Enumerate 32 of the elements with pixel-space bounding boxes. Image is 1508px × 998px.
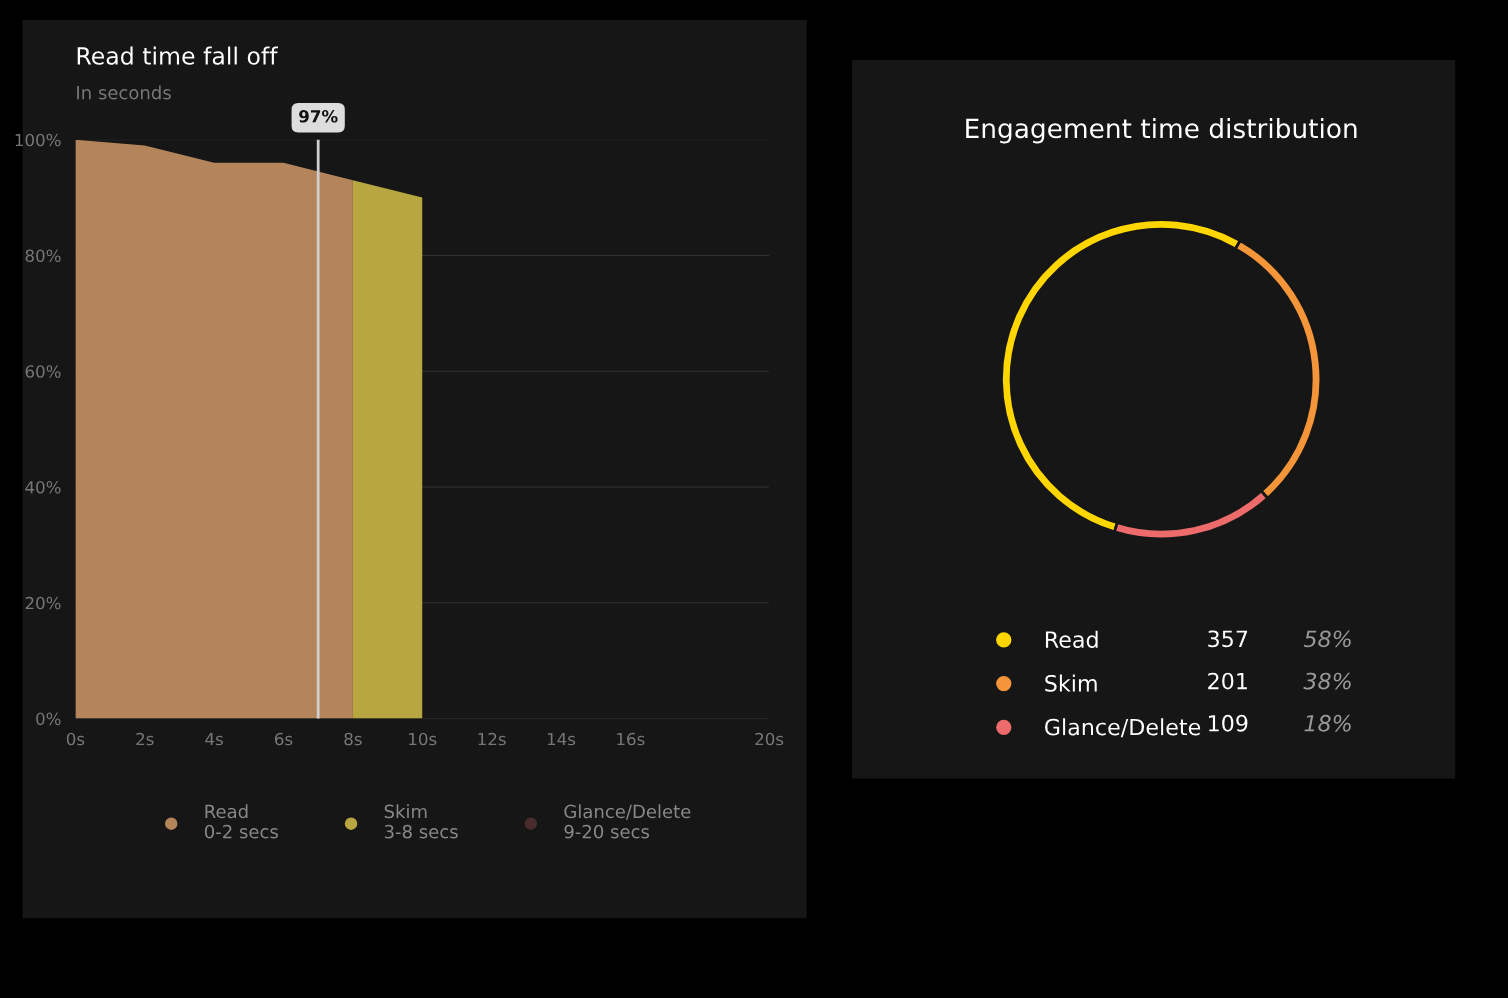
x-tick-label: 20s bbox=[755, 732, 784, 746]
y-tick-label: 0% bbox=[36, 712, 61, 726]
x-tick-label: 16s bbox=[617, 732, 645, 746]
chart-title: Read time fall off bbox=[77, 46, 279, 65]
x-tick-label: 14s bbox=[547, 732, 576, 746]
y-tick-label: 60% bbox=[25, 365, 61, 378]
x-tick-label: 0s bbox=[66, 732, 85, 746]
x-tick-label: 2s bbox=[136, 732, 154, 746]
x-tick-label: 6s bbox=[275, 732, 293, 746]
chart-subtitle: In seconds bbox=[77, 85, 171, 100]
y-tick-label: 20% bbox=[25, 596, 61, 610]
legend-label: Read bbox=[1045, 630, 1098, 648]
x-tick-label: 8s bbox=[344, 732, 362, 746]
data-label: 109 bbox=[1209, 714, 1248, 732]
chart-title: Engagement time distribution bbox=[966, 117, 1357, 144]
text: 18% bbox=[1304, 714, 1351, 732]
legend-label: Glance/Delete 9-20 secs bbox=[564, 804, 691, 839]
x-tick-label: 10s bbox=[409, 732, 437, 746]
text: 97% bbox=[299, 110, 338, 123]
legend-label: Read 0-2 secs bbox=[204, 804, 278, 839]
y-tick-label: 40% bbox=[25, 480, 61, 494]
y-tick-label: 80% bbox=[25, 249, 61, 263]
y-tick-label: 100% bbox=[15, 133, 61, 147]
data-label: 357 bbox=[1208, 630, 1248, 648]
legend-label: Glance/Delete bbox=[1045, 718, 1201, 738]
x-tick-label: 12s bbox=[478, 732, 506, 746]
data-label: 201 bbox=[1208, 672, 1247, 690]
text: 58% bbox=[1303, 630, 1351, 648]
legend-label: Skim 3-8 secs bbox=[384, 804, 458, 839]
x-tick-label: 4s bbox=[205, 732, 223, 746]
text: 38% bbox=[1303, 672, 1351, 690]
legend-label: Skim bbox=[1045, 674, 1097, 692]
